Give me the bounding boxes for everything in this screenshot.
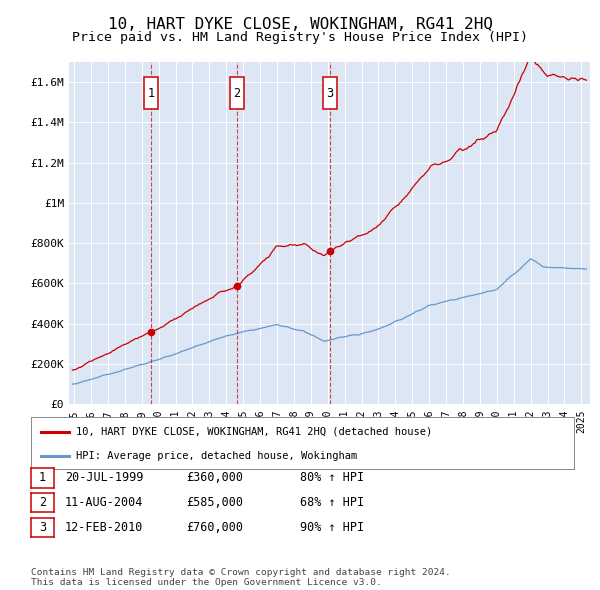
Text: £585,000: £585,000: [186, 496, 243, 509]
Text: £760,000: £760,000: [186, 521, 243, 534]
FancyBboxPatch shape: [230, 77, 244, 109]
Text: 68% ↑ HPI: 68% ↑ HPI: [300, 496, 364, 509]
Text: 3: 3: [326, 87, 334, 100]
Text: 20-JUL-1999: 20-JUL-1999: [65, 471, 143, 484]
FancyBboxPatch shape: [144, 77, 158, 109]
Text: HPI: Average price, detached house, Wokingham: HPI: Average price, detached house, Woki…: [76, 451, 357, 461]
FancyBboxPatch shape: [323, 77, 337, 109]
Text: 2: 2: [39, 496, 46, 509]
Text: 1: 1: [39, 471, 46, 484]
Text: £360,000: £360,000: [186, 471, 243, 484]
Text: 80% ↑ HPI: 80% ↑ HPI: [300, 471, 364, 484]
Text: 2: 2: [233, 87, 241, 100]
Text: 1: 1: [148, 87, 155, 100]
Text: 3: 3: [39, 521, 46, 534]
Text: Price paid vs. HM Land Registry's House Price Index (HPI): Price paid vs. HM Land Registry's House …: [72, 31, 528, 44]
Text: 10, HART DYKE CLOSE, WOKINGHAM, RG41 2HQ (detached house): 10, HART DYKE CLOSE, WOKINGHAM, RG41 2HQ…: [76, 427, 432, 437]
Text: 90% ↑ HPI: 90% ↑ HPI: [300, 521, 364, 534]
Text: 10, HART DYKE CLOSE, WOKINGHAM, RG41 2HQ: 10, HART DYKE CLOSE, WOKINGHAM, RG41 2HQ: [107, 17, 493, 31]
Text: 11-AUG-2004: 11-AUG-2004: [65, 496, 143, 509]
Text: 12-FEB-2010: 12-FEB-2010: [65, 521, 143, 534]
Text: Contains HM Land Registry data © Crown copyright and database right 2024.
This d: Contains HM Land Registry data © Crown c…: [31, 568, 451, 587]
